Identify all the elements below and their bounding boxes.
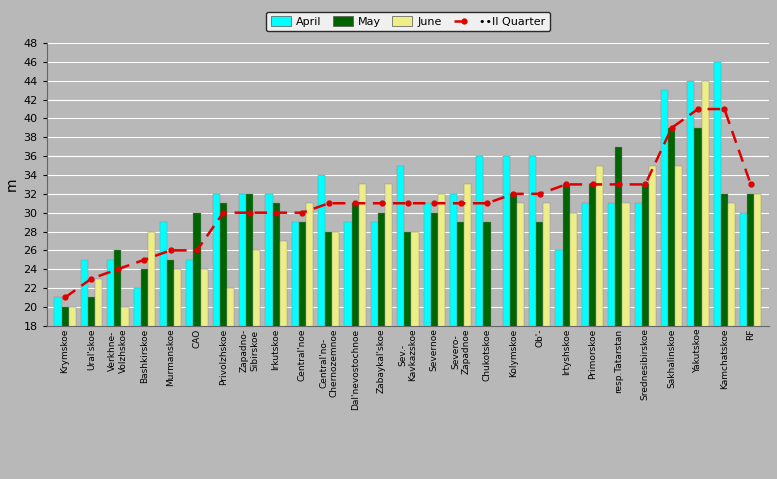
Bar	[423, 203, 430, 479]
Bar	[430, 213, 438, 479]
Bar	[721, 194, 728, 479]
Bar	[68, 307, 76, 479]
Bar	[371, 222, 378, 479]
Bar	[220, 203, 227, 479]
Bar	[306, 203, 313, 479]
Bar	[412, 231, 419, 479]
Bar	[570, 213, 577, 479]
Bar	[186, 260, 193, 479]
Bar	[318, 175, 326, 479]
Bar	[582, 203, 589, 479]
Bar	[490, 335, 498, 479]
Bar	[510, 194, 517, 479]
Bar	[266, 194, 273, 479]
Bar	[740, 213, 747, 479]
Bar	[529, 156, 536, 479]
Bar	[95, 279, 102, 479]
Bar	[635, 203, 642, 479]
Bar	[344, 222, 352, 479]
Bar	[438, 194, 445, 479]
Bar	[280, 241, 287, 479]
Bar	[359, 184, 366, 479]
Bar	[543, 203, 550, 479]
Bar	[615, 147, 622, 479]
Bar	[536, 222, 543, 479]
Bar	[642, 184, 649, 479]
Bar	[483, 222, 490, 479]
Bar	[114, 251, 121, 479]
Bar	[675, 166, 682, 479]
Bar	[167, 260, 174, 479]
Bar	[450, 194, 457, 479]
Bar	[148, 231, 155, 479]
Bar	[107, 260, 114, 479]
Bar	[754, 194, 761, 479]
Bar	[326, 231, 333, 479]
Bar	[246, 194, 253, 479]
Bar	[141, 269, 148, 479]
Bar	[728, 203, 735, 479]
Bar	[88, 297, 95, 479]
Bar	[61, 307, 68, 479]
Bar	[352, 203, 359, 479]
Bar	[747, 194, 754, 479]
Bar	[239, 194, 246, 479]
Bar	[121, 307, 128, 479]
Bar	[253, 251, 260, 479]
Bar	[193, 213, 200, 479]
Bar	[596, 166, 603, 479]
Bar	[299, 222, 306, 479]
Bar	[333, 231, 340, 479]
Bar	[200, 269, 207, 479]
Bar	[661, 90, 668, 479]
Bar	[563, 184, 570, 479]
Bar	[213, 194, 220, 479]
Bar	[464, 184, 472, 479]
Bar	[457, 222, 464, 479]
Bar	[702, 81, 709, 479]
Bar	[476, 156, 483, 479]
Legend: April, May, June, ••II Quarter: April, May, June, ••II Quarter	[266, 12, 550, 31]
Bar	[608, 203, 615, 479]
Bar	[54, 297, 61, 479]
Bar	[404, 231, 412, 479]
Bar	[291, 222, 299, 479]
Bar	[649, 166, 656, 479]
Bar	[556, 251, 563, 479]
Bar	[174, 269, 181, 479]
Bar	[397, 166, 404, 479]
Bar	[517, 203, 524, 479]
Bar	[385, 184, 392, 479]
Bar	[273, 203, 280, 479]
Bar	[589, 184, 596, 479]
Bar	[134, 288, 141, 479]
Bar	[378, 213, 385, 479]
Bar	[160, 222, 167, 479]
Bar	[622, 203, 629, 479]
Bar	[688, 81, 695, 479]
Bar	[668, 128, 675, 479]
Bar	[714, 62, 721, 479]
Bar	[503, 156, 510, 479]
Y-axis label: m: m	[5, 178, 19, 191]
Bar	[81, 260, 88, 479]
Bar	[227, 288, 234, 479]
Bar	[695, 128, 702, 479]
